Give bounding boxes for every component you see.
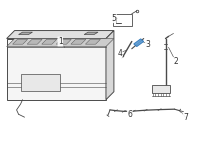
Text: 3: 3 (145, 40, 150, 49)
Polygon shape (42, 39, 57, 44)
Bar (21, 74, 60, 91)
Polygon shape (56, 39, 71, 44)
Text: 7: 7 (183, 113, 188, 122)
Text: 4: 4 (117, 49, 122, 58)
Bar (7, 39, 106, 100)
Polygon shape (85, 39, 100, 44)
Polygon shape (134, 39, 144, 47)
Text: 2: 2 (173, 57, 178, 66)
Text: 5: 5 (111, 14, 116, 23)
Polygon shape (27, 39, 42, 44)
Polygon shape (84, 32, 98, 35)
Text: 1: 1 (58, 37, 63, 46)
Polygon shape (106, 31, 114, 100)
Bar (113, 14, 132, 26)
Text: 6: 6 (127, 110, 132, 119)
Polygon shape (13, 39, 28, 44)
Polygon shape (7, 31, 114, 39)
Polygon shape (7, 39, 114, 47)
Polygon shape (19, 32, 32, 35)
Bar (152, 85, 170, 93)
Polygon shape (71, 39, 86, 44)
